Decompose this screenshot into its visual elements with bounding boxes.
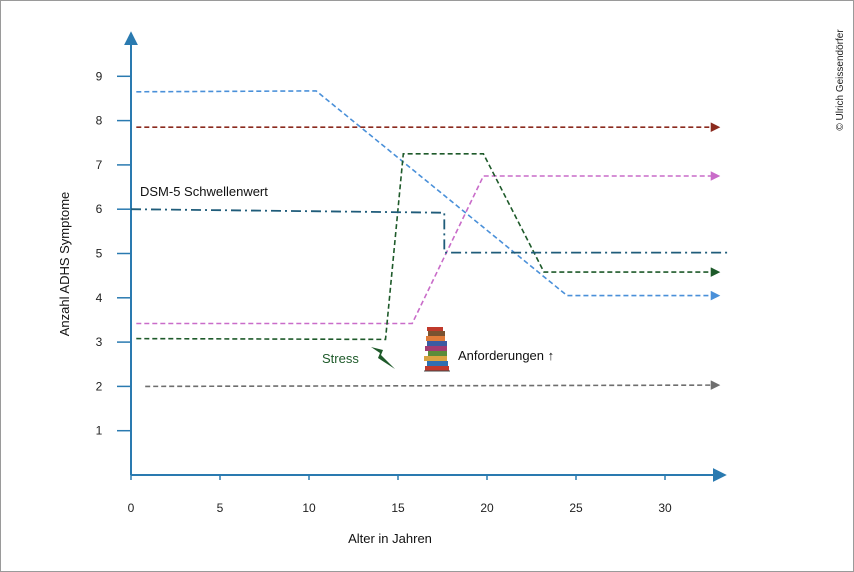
x-tick-label: 5 <box>217 501 224 515</box>
x-tick-label: 15 <box>391 501 405 515</box>
series-line-6 <box>130 208 728 254</box>
lightning-icon <box>371 347 395 369</box>
series-line-1 <box>136 90 721 301</box>
y-tick-label: 8 <box>96 114 103 128</box>
x-tick-label: 0 <box>128 501 135 515</box>
series-line-5 <box>145 380 721 390</box>
x-tick-label: 30 <box>658 501 672 515</box>
y-tick-label: 5 <box>96 247 103 261</box>
y-tick-label: 6 <box>96 202 103 216</box>
y-axis-title: Anzahl ADHS Symptome <box>57 192 72 337</box>
demands-label: Anforderungen ↑ <box>458 348 554 363</box>
book-stack-icon <box>424 327 450 372</box>
y-tick-label: 2 <box>96 379 103 393</box>
y-tick-label: 9 <box>96 69 103 83</box>
y-tick-label: 7 <box>96 158 103 172</box>
copyright-notice: © Ulrich Geissendörfer <box>835 29 846 131</box>
y-tick-label: 3 <box>96 335 103 349</box>
y-tick-label: 4 <box>96 291 103 305</box>
series-line-3 <box>136 171 721 325</box>
series-lines <box>130 90 728 390</box>
threshold-label: DSM-5 Schwellenwert <box>140 184 268 199</box>
ticks: 0 5 10 15 20 25 30 1 2 3 4 5 6 7 8 9 <box>96 69 672 515</box>
x-tick-label: 10 <box>302 501 316 515</box>
y-tick-label: 1 <box>96 424 103 438</box>
x-axis-title: Alter in Jahren <box>348 531 432 546</box>
stress-label: Stress <box>322 351 359 366</box>
x-tick-label: 25 <box>569 501 583 515</box>
series-line-4 <box>136 153 721 341</box>
x-tick-label: 20 <box>480 501 494 515</box>
